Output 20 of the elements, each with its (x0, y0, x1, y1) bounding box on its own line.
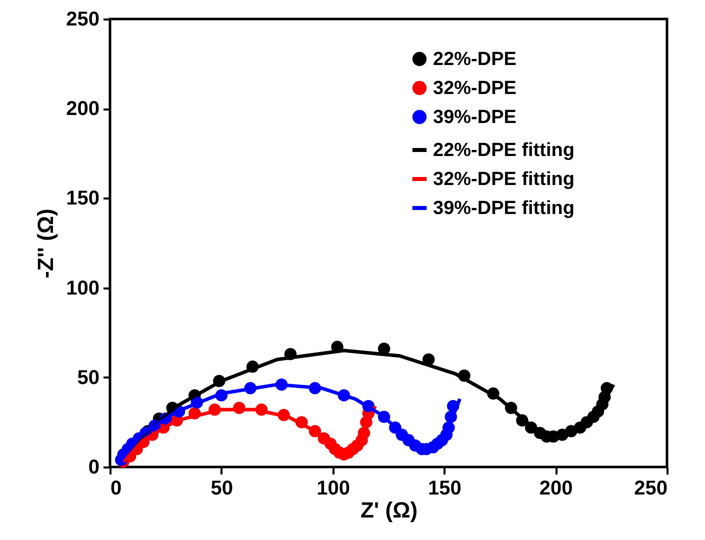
x-tick-label: 50 (210, 478, 234, 500)
x-tick-label: 200 (539, 478, 573, 500)
legend-label: 22%-DPE (433, 49, 516, 70)
y-tick-label: 100 (66, 277, 100, 300)
legend-label: 32%-DPE fitting (433, 169, 574, 190)
legend-label: 39%-DPE (433, 107, 516, 128)
legend-label: 32%-DPE (433, 78, 516, 99)
y-tick-label: 250 (66, 8, 100, 30)
y-tick-label: 50 (77, 366, 100, 389)
y-tick-label: 150 (66, 188, 100, 210)
legend-label: 39%-DPE fitting (433, 198, 574, 219)
y-tick-label: 200 (66, 98, 100, 120)
x-tick-label: 0 (110, 478, 122, 500)
legend-label: 22%-DPE fitting (433, 140, 574, 161)
y-tick-label: 0 (88, 456, 100, 478)
x-tick-label: 150 (428, 478, 462, 500)
y-axis-title: -Z'' (Ω) (33, 208, 58, 278)
x-tick-label: 100 (316, 478, 350, 500)
x-tick-label: 250 (634, 478, 668, 500)
x-axis-title: Z' (Ω) (360, 498, 418, 522)
